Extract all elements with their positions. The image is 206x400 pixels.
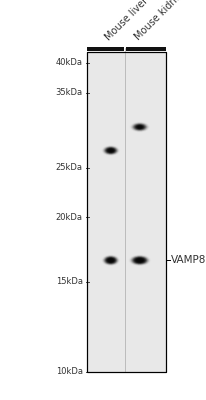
Ellipse shape xyxy=(104,256,116,264)
Ellipse shape xyxy=(131,122,147,132)
Ellipse shape xyxy=(103,256,117,265)
Ellipse shape xyxy=(131,123,147,131)
Ellipse shape xyxy=(137,126,141,128)
Ellipse shape xyxy=(109,150,112,152)
Ellipse shape xyxy=(108,259,112,262)
Ellipse shape xyxy=(136,125,143,129)
Ellipse shape xyxy=(133,258,145,263)
Ellipse shape xyxy=(137,259,142,262)
Ellipse shape xyxy=(137,259,141,261)
Ellipse shape xyxy=(136,126,142,128)
Text: VAMP8: VAMP8 xyxy=(170,255,205,265)
Text: 15kDa: 15kDa xyxy=(56,277,82,286)
Ellipse shape xyxy=(132,124,146,131)
Ellipse shape xyxy=(104,147,116,154)
Ellipse shape xyxy=(135,125,143,129)
Bar xyxy=(87,47,124,51)
Bar xyxy=(87,52,165,372)
Ellipse shape xyxy=(134,258,144,263)
Ellipse shape xyxy=(135,258,143,262)
Ellipse shape xyxy=(135,125,144,130)
Ellipse shape xyxy=(103,147,117,154)
Text: Mouse liver: Mouse liver xyxy=(103,0,150,42)
Ellipse shape xyxy=(105,147,116,154)
Ellipse shape xyxy=(129,255,149,266)
Ellipse shape xyxy=(135,258,143,262)
Text: 10kDa: 10kDa xyxy=(56,368,82,376)
Ellipse shape xyxy=(108,259,113,262)
Ellipse shape xyxy=(103,256,118,265)
Ellipse shape xyxy=(103,256,117,264)
Ellipse shape xyxy=(103,146,117,155)
Ellipse shape xyxy=(107,258,113,262)
Ellipse shape xyxy=(105,257,115,264)
Ellipse shape xyxy=(132,123,146,131)
Ellipse shape xyxy=(136,259,142,262)
Ellipse shape xyxy=(137,126,141,128)
Ellipse shape xyxy=(105,148,115,154)
Text: 35kDa: 35kDa xyxy=(55,88,82,97)
Ellipse shape xyxy=(107,149,113,152)
Ellipse shape xyxy=(109,259,112,261)
Text: 20kDa: 20kDa xyxy=(56,213,82,222)
Bar xyxy=(125,47,165,51)
Ellipse shape xyxy=(106,258,115,263)
Ellipse shape xyxy=(133,257,145,264)
Ellipse shape xyxy=(130,256,148,265)
Text: Mouse kidney: Mouse kidney xyxy=(132,0,186,42)
Ellipse shape xyxy=(105,257,116,264)
Ellipse shape xyxy=(107,258,114,262)
Ellipse shape xyxy=(107,148,114,153)
Ellipse shape xyxy=(132,257,146,264)
Ellipse shape xyxy=(133,124,145,130)
Ellipse shape xyxy=(134,124,144,130)
Ellipse shape xyxy=(133,124,145,130)
Ellipse shape xyxy=(130,256,148,265)
Ellipse shape xyxy=(108,149,112,152)
Ellipse shape xyxy=(106,148,115,153)
Ellipse shape xyxy=(106,148,114,153)
Bar xyxy=(87,52,165,372)
Ellipse shape xyxy=(131,256,147,264)
Ellipse shape xyxy=(132,256,146,264)
Ellipse shape xyxy=(106,258,114,263)
Text: 40kDa: 40kDa xyxy=(56,58,82,67)
Ellipse shape xyxy=(108,149,113,152)
Text: 25kDa: 25kDa xyxy=(56,163,82,172)
Ellipse shape xyxy=(103,146,118,155)
